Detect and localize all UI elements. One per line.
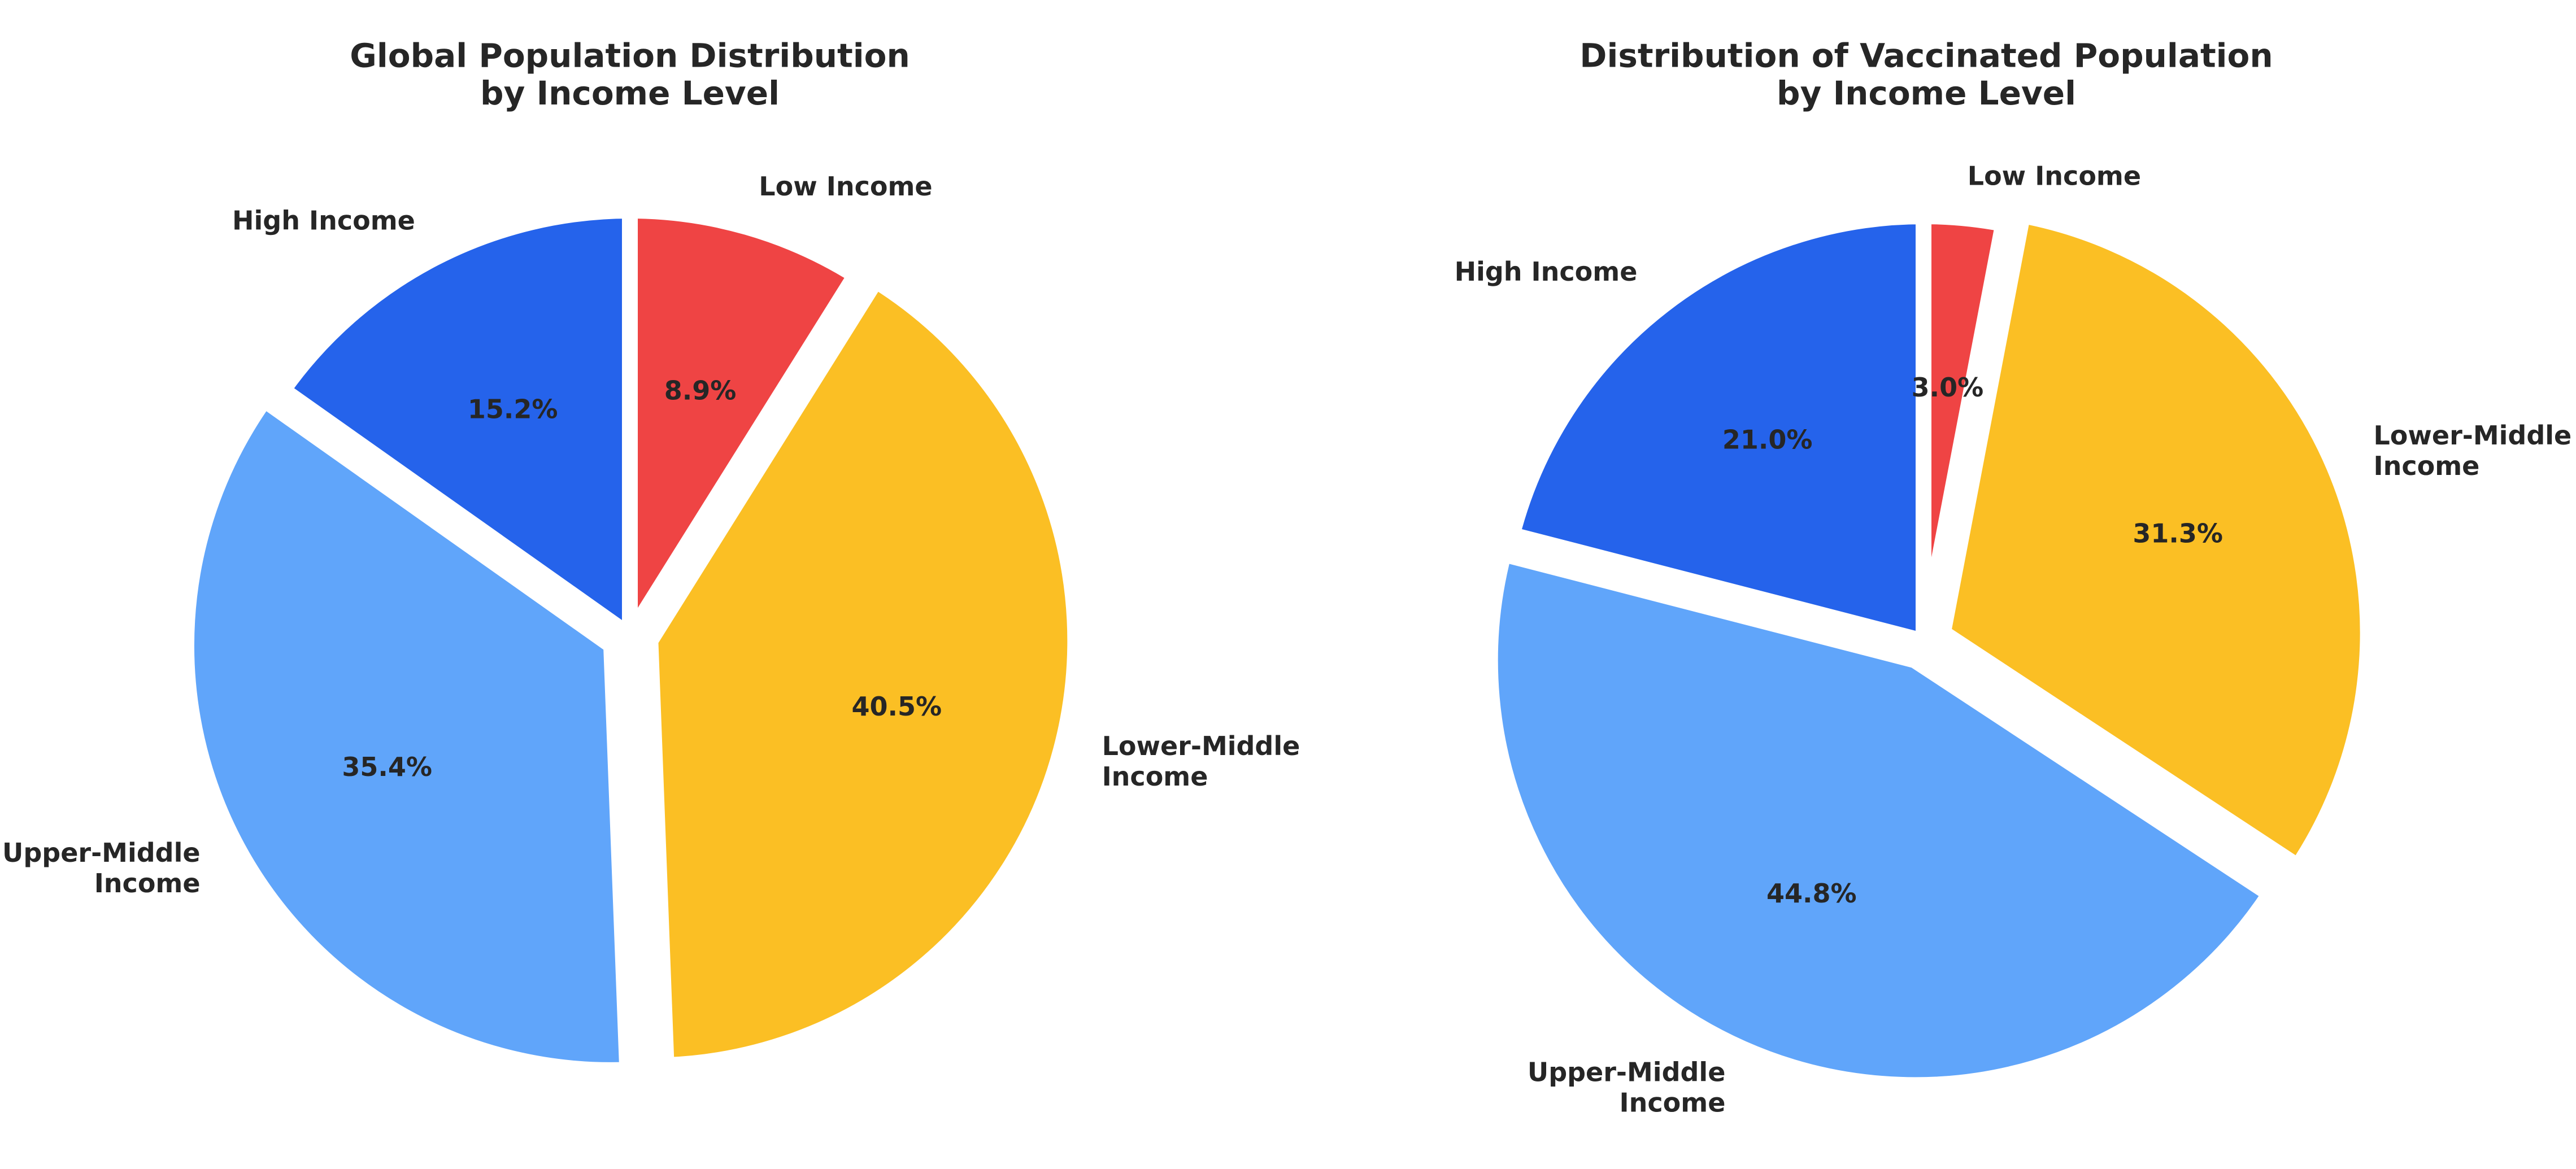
population-slice-label-lower-middle-income: Lower-Middle Income <box>1102 731 1300 792</box>
population-slice-high-income <box>272 202 638 651</box>
vaccinated-pct-label-high-income: 21.0% <box>1722 424 1813 455</box>
vaccinated-slice-label-high-income: High Income <box>1455 256 1638 287</box>
population-pct-label-high-income: 15.2% <box>468 394 558 424</box>
population-chart-title: Global Population Distribution by Income … <box>350 36 910 112</box>
population-slice-lower-middle-income <box>642 269 1084 1074</box>
vaccinated-chart-title: Distribution of Vaccinated Population by … <box>1579 36 2273 112</box>
vaccinated-slice-label-low-income: Low Income <box>1968 160 2141 191</box>
population-pct-label-lower-middle-income: 40.5% <box>851 691 942 722</box>
population-slice-label-low-income: Low Income <box>759 171 932 202</box>
vaccinated-pct-label-lower-middle-income: 31.3% <box>2133 518 2223 549</box>
vaccinated-pct-label-low-income: 3.0% <box>1912 372 1984 403</box>
vaccinated-pie-chart: Distribution of Vaccinated Population by … <box>1455 36 2572 1118</box>
vaccinated-slice-label-upper-middle-income: Upper-Middle Income <box>1528 1057 1726 1118</box>
population-slice-low-income <box>622 202 867 663</box>
vaccinated-slice-high-income <box>1502 208 1931 652</box>
population-pct-label-low-income: 8.9% <box>664 375 737 405</box>
population-slice-label-high-income: High Income <box>232 205 415 235</box>
population-slice-upper-middle-income <box>179 389 636 1078</box>
vaccinated-pct-label-upper-middle-income: 44.8% <box>1766 878 1857 909</box>
vaccinated-slice-label-lower-middle-income: Lower-Middle Income <box>2373 420 2571 481</box>
population-pct-label-upper-middle-income: 35.4% <box>342 752 432 782</box>
vaccinated-slice-lower-middle-income <box>1934 206 2376 878</box>
vaccinated-slice-upper-middle-income <box>1482 544 2281 1093</box>
population-slice-label-upper-middle-income: Upper-Middle Income <box>2 838 201 898</box>
vaccinated-slice-low-income <box>1916 208 2013 643</box>
population-pie-chart: Global Population Distribution by Income … <box>2 36 1300 1078</box>
